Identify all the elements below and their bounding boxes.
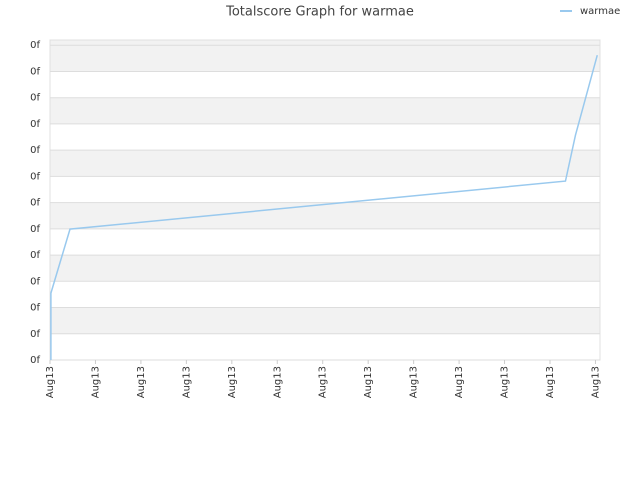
plot-band [50,123,600,151]
plot-band [50,71,600,98]
x-tick-label: Aug13 [545,366,556,398]
x-tick-label: Aug13 [90,366,101,398]
y-tick-label: 0f [30,66,40,77]
legend-label: warmae [580,6,620,17]
chart-title: Totalscore Graph for warmae [225,5,414,20]
x-tick-label: Aug13 [318,366,329,398]
x-tick-label: Aug13 [363,366,374,398]
plot-band [50,202,600,229]
series-line [50,55,598,360]
plot-band [50,228,600,256]
x-tick-label: Aug13 [272,366,283,398]
y-tick-label: 0f [30,250,40,261]
x-tick-label: Aug13 [500,366,511,398]
x-tick-label: Aug13 [590,366,601,398]
plot-band [50,307,600,334]
plot-band [50,97,600,124]
y-tick-label: 0f [30,119,40,130]
x-tick-label: Aug13 [409,366,420,398]
plot-band [50,40,600,72]
plot-band [50,176,600,203]
y-tick-label: 0f [30,329,40,340]
y-tick-label: 0f [30,93,40,104]
x-tick-label: Aug13 [454,366,465,398]
x-tick-label: Aug13 [136,366,147,398]
y-tick-label: 0f [30,171,40,182]
plot-band [50,255,600,282]
plot-band [50,333,600,360]
y-tick-label: 0f [30,276,40,287]
x-tick-label: Aug13 [181,366,192,398]
x-tick-label: Aug13 [227,366,238,398]
y-tick-label: 0f [30,355,40,366]
y-tick-label: 0f [30,40,40,51]
y-tick-label: 0f [30,303,40,314]
plot-band [50,150,600,177]
y-tick-label: 0f [30,224,40,235]
y-tick-label: 0f [30,198,40,209]
y-tick-label: 0f [30,145,40,156]
x-tick-label: Aug13 [45,366,56,398]
plot-band [50,281,600,308]
